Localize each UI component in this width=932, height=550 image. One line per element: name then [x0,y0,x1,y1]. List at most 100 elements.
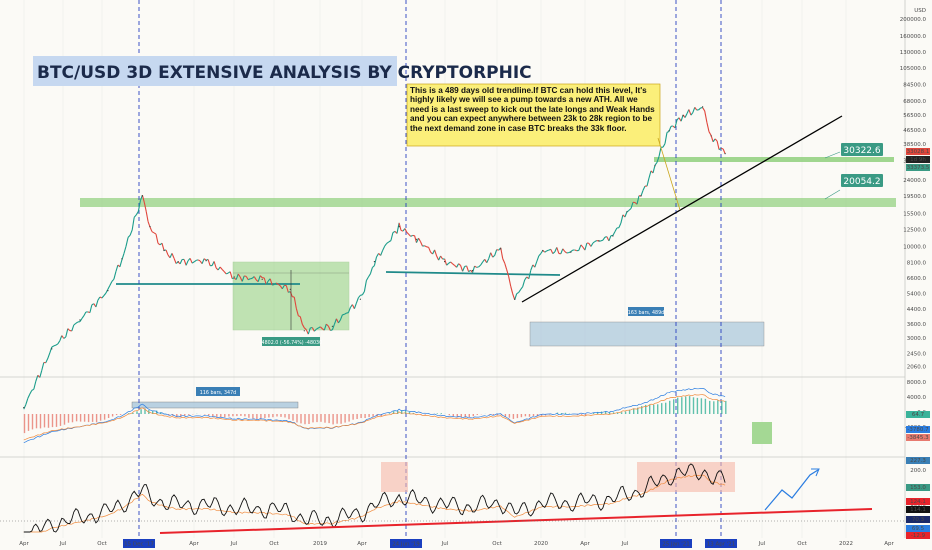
price-segment [316,327,319,330]
macd-bar [188,414,190,415]
price-segment [149,226,153,232]
oscillator-marker-box [906,525,930,532]
oscillator-axis: 200.0150.0100.050.0227.3153.0124.1114.17… [906,457,930,539]
macd-bar [75,414,78,422]
price-segment [335,318,339,324]
macd-bar [236,414,238,417]
macd-bar [641,406,643,414]
macd-bar [637,407,639,414]
macd-bar [336,414,338,424]
price-segment [65,328,69,338]
macd-bar [220,414,222,418]
price-tick-label: 38500.0 [903,142,926,148]
price-point [205,260,207,262]
event-date-label: 15 Dec '17 [124,542,154,548]
price-segment [298,315,301,318]
title-background [33,56,397,86]
time-tick-label: Apr [884,541,894,547]
price-segment [452,263,455,266]
price-segment [129,229,133,236]
price-segment [323,323,327,331]
time-tick-label: Jul [59,541,67,547]
price-point [107,290,109,292]
price-tick-label: 84500.0 [903,83,926,89]
price-segment [540,250,544,254]
price-segment [606,236,610,242]
price-segment [299,316,303,325]
price-segment [428,247,432,253]
price-segment [193,259,197,263]
price-point [724,153,726,155]
price-point [149,226,151,228]
macd-bar [516,414,519,419]
time-tick-label: Jul [230,541,238,547]
macd-bar [424,414,426,415]
price-segment [115,264,119,272]
price-segment [648,170,652,179]
macd-bar [657,404,659,414]
price-segment [265,280,269,285]
price-marker-box [906,156,930,163]
macd-bar [352,414,354,420]
price-segment [61,335,65,339]
macd-tick-label: 4000.0 [907,395,927,401]
price-point [570,251,572,253]
price-segment [259,275,263,279]
macd-bar [103,414,106,420]
price-segment [552,251,556,255]
price-segment [494,249,498,256]
price-segment [51,345,55,348]
price-tick-label: 56500.0 [903,113,926,119]
price-segment [476,266,479,268]
macd-bar [276,414,278,417]
price-segment [229,271,233,279]
price-segment [396,222,400,234]
price-segment [157,242,161,246]
macd-bar [504,414,507,417]
price-segment [524,276,528,281]
macd-bar [580,414,583,415]
price-segment [408,234,412,237]
price-segment [57,340,61,345]
price-tick-label: 2060.0 [907,365,927,371]
price-segment [574,249,577,252]
price-tick-label: 46500.0 [903,128,926,134]
price-segment [506,269,510,277]
range-box-347d [131,401,299,409]
price-segment [307,327,311,335]
macd-bar [31,414,34,430]
time-axis: Apr Jul Oct Apr Jul Oct 2019 Apr Jul Oct 2020 Apr Ju… [19,539,894,548]
price-segment [546,249,549,252]
macd-bar [224,414,226,418]
overbought-zone [381,462,408,492]
macd-bar [540,414,543,416]
range-box-489d [529,321,765,347]
price-segment [41,362,45,371]
price-point [682,115,684,117]
price-segment [468,269,471,273]
macd-bar [312,414,314,423]
price-segment [484,259,488,263]
macd-bar [468,414,470,417]
macd-bar [360,414,362,418]
macd-signal-line [23,394,726,441]
macd-bar [717,400,719,414]
price-segment [516,291,519,295]
price-segment [538,253,542,257]
macd-bar [412,412,415,414]
price-segment [145,211,149,222]
price-segment [311,327,315,332]
macd-bar [244,414,246,417]
macd-bar [256,414,258,420]
event-date-label: 25 Jan '21 [662,542,689,548]
macd-bar [184,414,186,416]
price-segment [692,107,696,113]
price-segment [135,211,139,216]
price-segment [550,249,554,254]
macd-bar [27,414,30,431]
price-segment [151,231,155,234]
price-segment [313,328,317,332]
macd-bar [397,410,399,414]
time-tick-label: Oct [97,541,107,547]
macd-bar [700,398,703,414]
